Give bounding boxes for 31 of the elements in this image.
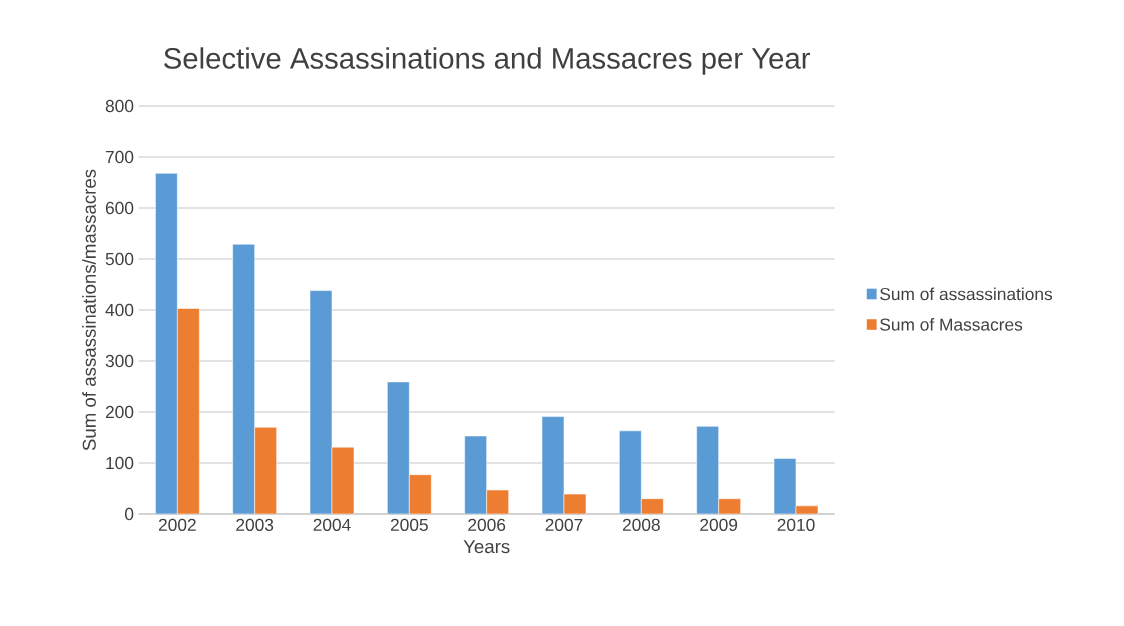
legend-label: Sum of assassinations	[880, 287, 1053, 301]
x-tick-label: 2009	[700, 518, 738, 531]
x-tick-label: 2008	[622, 518, 660, 531]
y-tick-label: 600	[105, 201, 134, 215]
x-tick-label: 2005	[390, 518, 428, 531]
x-tick-label: 2004	[313, 518, 351, 531]
y-tick-label: 500	[105, 252, 134, 266]
x-tick-label: 2006	[468, 518, 506, 531]
y-tick-label: 100	[106, 456, 134, 470]
y-axis-title: Sum of assassinations/massacres	[82, 169, 96, 451]
bar	[619, 430, 642, 514]
bar	[696, 426, 719, 514]
y-tick-label: 400	[105, 303, 134, 317]
legend-label: Sum of Massacres	[880, 318, 1023, 331]
chart-title: Selective Assassinations and Massacres per Year	[164, 47, 811, 75]
y-tick-label: 200	[105, 405, 134, 419]
x-tick-label: 2003	[236, 518, 274, 531]
y-tick-label: 300	[105, 354, 134, 368]
x-tick-label: 2002	[158, 518, 196, 531]
bar	[541, 416, 565, 514]
y-tick-label: 0	[124, 507, 134, 521]
bar	[232, 243, 255, 514]
x-tick-label: 2010	[777, 518, 815, 531]
y-tick-label: 700	[105, 150, 134, 164]
bar	[155, 173, 178, 514]
bar	[464, 435, 487, 514]
x-axis-title: Years	[463, 540, 510, 554]
bar	[387, 381, 410, 514]
bar	[309, 290, 333, 514]
x-tick-label: 2007	[545, 518, 583, 531]
y-tick-label: 800	[105, 99, 134, 113]
